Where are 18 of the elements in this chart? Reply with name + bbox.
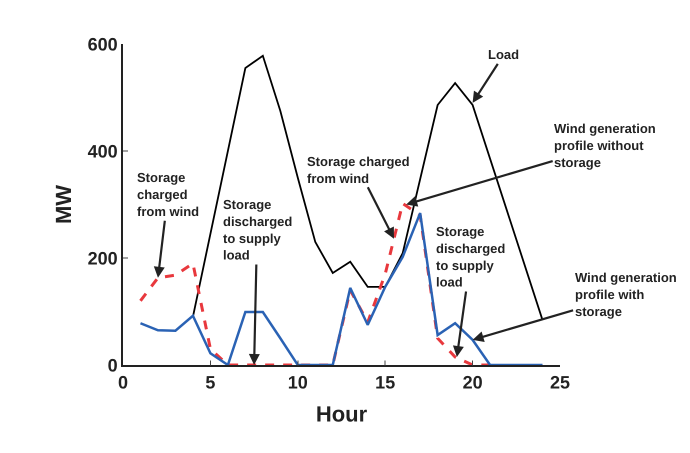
x-tick-label: 5 [205,372,216,392]
annotation: Storage charged from wind [137,170,200,219]
y-axis-title: MW [50,184,76,224]
y-tick-label: 200 [88,248,118,268]
annotation: Wind generation profile without storage [554,121,656,170]
y-tick-label: 600 [88,34,118,54]
annotation: Storage discharged to supply load [436,224,506,290]
annotation: Storage discharged to supply load [223,197,292,263]
x-tick-label: 10 [288,372,308,392]
x-tick-label: 15 [375,372,396,392]
y-tick-label: 0 [108,355,118,376]
x-tick-label: 25 [550,372,570,392]
x-tick-label: 20 [462,372,483,392]
y-tick-label: 400 [88,141,118,162]
x-axis-title: Hour [316,402,368,427]
annotation: Load [488,47,520,62]
annotation: Wind generation profile with storage [575,270,677,319]
annotation: Storage charged from wind [307,154,410,186]
